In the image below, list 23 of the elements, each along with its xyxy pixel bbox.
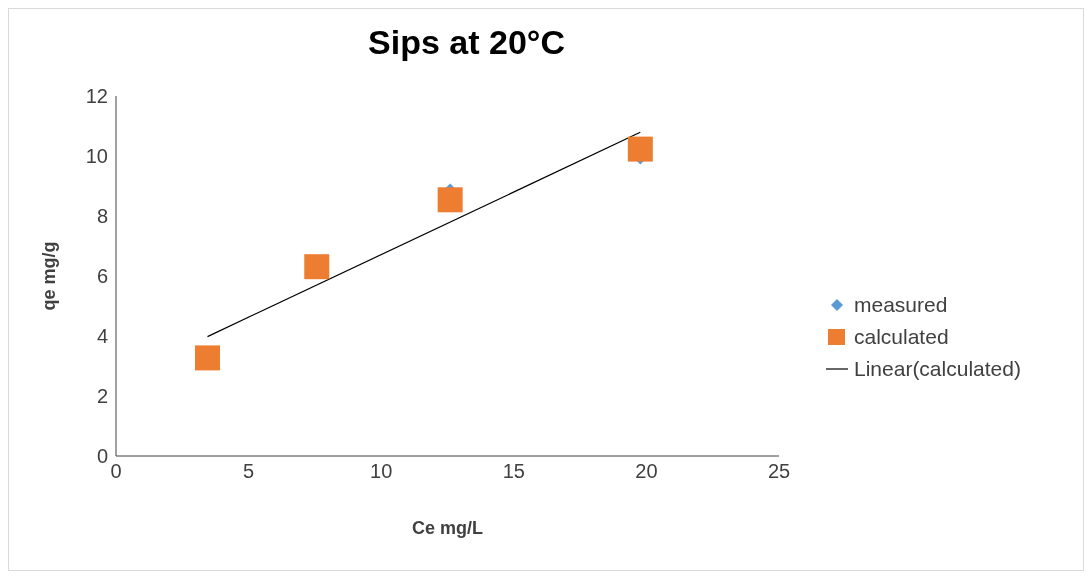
point: [194, 345, 220, 371]
point: [304, 254, 330, 280]
point: [627, 136, 653, 162]
x-tick-label: 10: [370, 460, 393, 483]
legend-label: Linear(calculated): [854, 357, 1021, 381]
legend-label: calculated: [854, 325, 949, 349]
legend-label: measured: [854, 293, 948, 317]
y-tick-label: 8: [96, 205, 108, 228]
x-tick-label: 15: [502, 460, 525, 483]
y-tick-label: 4: [96, 325, 108, 348]
x-tick-label: 20: [635, 460, 658, 483]
y-tick-label: 6: [96, 265, 108, 288]
x-tick-label: 5: [243, 460, 255, 483]
y-tick-label: 10: [85, 145, 108, 168]
x-axis-title: Ce mg/L: [411, 518, 484, 538]
y-tick-label: 0: [96, 445, 108, 468]
x-tick-label: 0: [110, 460, 122, 483]
point: [437, 187, 463, 213]
x-tick-label: 25: [767, 460, 791, 483]
y-tick-label: 12: [85, 85, 108, 108]
y-axis-title: qe mg/g: [39, 241, 60, 311]
y-tick-label: 2: [96, 385, 108, 408]
chart-title: Sips at 20°C: [367, 23, 566, 62]
